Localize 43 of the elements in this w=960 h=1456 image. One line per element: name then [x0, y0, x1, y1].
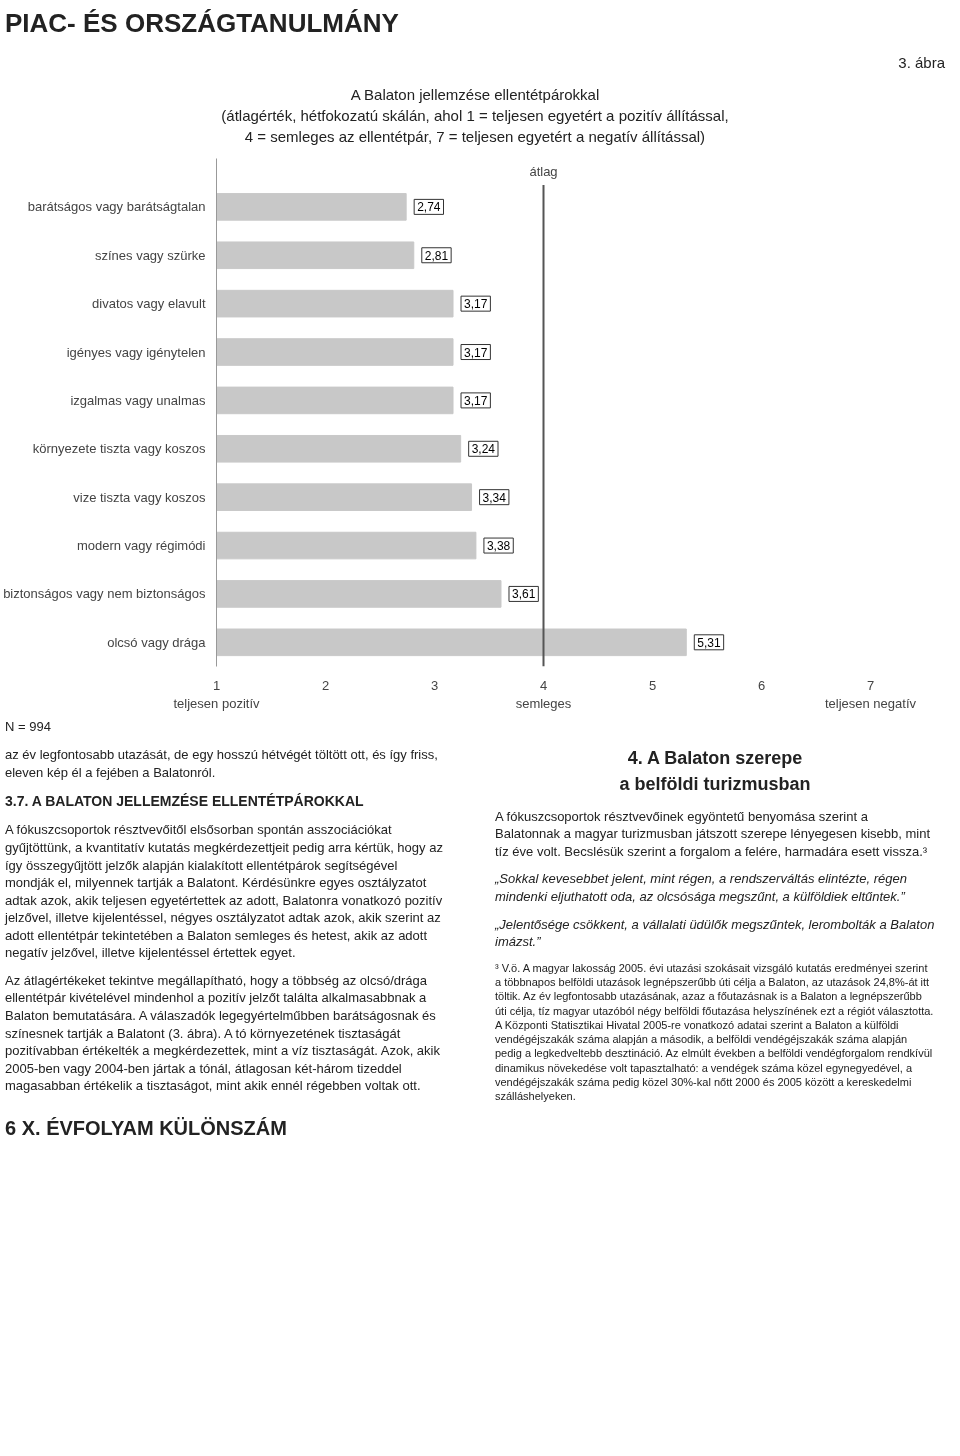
y-tick-label: modern vagy régimódi: [76, 537, 206, 553]
text: PIAC- ÉS ORSZÁGTANULMÁNY: [5, 7, 399, 40]
data-label: 2,74: [417, 200, 441, 215]
y-tick-label: környezete tiszta vagy koszos: [32, 441, 206, 457]
text: az év legfontosabb utazását, de egy hosszú hétvégét töltött ott, és így friss, eleven kép él a fejében a Balatonról.: [5, 746, 439, 782]
x-tick-label: 5: [648, 677, 657, 693]
x-tick-label: 6: [757, 677, 766, 693]
text: 6 X. ÉVFOLYAM KÜLÖNSZÁM: [5, 1115, 287, 1141]
y-tick-label: színes vagy szürke: [94, 247, 206, 263]
data-label: 5,31: [697, 635, 721, 650]
ref-line-label: átlag: [529, 163, 558, 179]
y-tick-label: izgalmas vagy unalmas: [70, 392, 206, 408]
x-tick-label: 7 teljesen negatív: [824, 677, 917, 711]
data-label: 3,61: [511, 587, 536, 602]
x-tick-label: 2: [321, 677, 330, 693]
data-label: 3,34: [482, 490, 507, 505]
text: A fókuszcsoportok résztvevőinek egyöntetű benyomása szerint a Balatonnak a magyar turizmusban játszott szerepe lényegesen kisebb, mint tíz éve volt. Becslésük szerint a forgalom a felére, harmadára esett vissza.³: [495, 807, 931, 861]
x-tick-label: 3: [430, 677, 439, 693]
text: Az átlagértékeket tekintve megállapítható, hogy a többség az olcsó/drága ellentétpár kivételével mindenhol a pozitív jelzőt találta alkalmasabbnak a Balaton bemutatására. A válaszadók legegyértelműbben barátságosnak és színesnek tartják a Balatont (3. ábra). A tó környezetének tisztaságát pozitívabban értékelték a megkérdezettek, mint a víz tisztaságát. Azok, akik 2005-ben vagy 2004-ben jártak a tónál, átlagosan két-három tizeddel magasabban értékelik a tisztaságot, mint akik ennél régebben voltak ott.: [5, 971, 441, 1095]
y-tick-label: olcsó vagy drága: [107, 634, 207, 650]
data-label: 3,17: [464, 393, 488, 408]
y-tick-label: divatos vagy elavult: [92, 295, 206, 311]
chart-title: A Balaton jellemzése ellentétpárokkal: [350, 85, 600, 103]
text: 3.7. A BALATON JELLEMZÉSE ELLENTÉTPÁROKKAL: [5, 792, 364, 812]
text: A fókuszcsoportok résztvevőitől elsősorban spontán asszociációkat gyűjtöttünk, a kvantitatív kutatás megkérdezettjeit pedig arra kértük, hogy az így összegyűjtött jelzők alapján kialakított ellentétpárok segítségével mondják el, milyennek tartják a Balatont. Kérdésünkre egyes osztályzatot adtak azok, akik teljesen egyetértettek az adott, Balatonra vonatkozó pozitív jelzővel, illetve kijelentéssel, négyes osztályzatot adtak azok, akik szerint az adott ellentétpár tekintetében a Balaton semleges és hetest, akik az adott negatív jelzővel, illetve kijelentéssel értettek egyet.: [5, 821, 444, 962]
y-tick-label: igényes vagy igénytelen: [66, 344, 206, 360]
data-label: 3,17: [464, 296, 488, 311]
text: „Jelentősége csökkent, a vállalati üdülők megszűntek, lerombolták a Balaton imázst.”: [495, 915, 935, 951]
data-label: 3,38: [486, 538, 511, 553]
text: 4. A Balaton szerepe a belföldi turizmusban: [619, 747, 811, 797]
y-tick-label: biztonságos vagy nem biztonságos: [3, 586, 206, 602]
text: „Sokkal kevesebbet jelent, mint régen, a rendszerváltás elintézte, régen mindenki eljuthatott oda, az olcsósága megszűnt, a külföldiek eltűntek.”: [495, 870, 908, 906]
text: 3. ábra: [898, 53, 945, 74]
x-tick-label: 1 teljesen pozitív: [173, 677, 260, 711]
data-label: 2,81: [424, 248, 449, 263]
x-tick-label: 4 semleges: [515, 677, 572, 711]
text: N = 994: [5, 717, 51, 736]
text: ³ V.ö. A magyar lakosság 2005. évi utazási szokásait vizsgáló kutatás eredményei szerint a többnapos belföldi utazások legnépszerűbb úti célja a Balaton, az utazások 24,8%-át itt töltik. Az év legfontosabb utazásának, azaz a főutazásnak is a Balaton a legnépszerűbb úti célja, tíz magyar utazóból négy belföldi főutazása helyszínének ezt a régiót választotta. A Központi Statisztikai Hivatal 2005-re vonatkozó adatai szerint a Balaton a külföldi vendégéjszakák száma alapján a második, a belföldi vendégéjszakák száma alapján pedig a legkedveltebb desztináció. Az elmúlt években a belföldi vendégforgalom rendkívül dinamikus növekedése volt tapasztalható: a vendégek száma közel egynegyedével, a vendégéjszakák száma pedig közel 30%-kal nőtt 2000 és 2005 között a kereskedelmi szálláshelyeken.: [495, 961, 934, 1103]
y-tick-label: barátságos vagy barátságtalan: [27, 199, 206, 215]
data-label: 3,24: [471, 442, 496, 457]
data-label: 3,17: [464, 345, 488, 360]
y-tick-label: vize tiszta vagy koszos: [73, 489, 206, 505]
chart-subtitle: (átlagérték, hétfokozatú skálán, ahol 1 = teljesen egyetért a pozitív állítással, 4 = semleges az ellentétpár, 7 = teljesen egyetért a negatív állítással): [221, 106, 729, 146]
